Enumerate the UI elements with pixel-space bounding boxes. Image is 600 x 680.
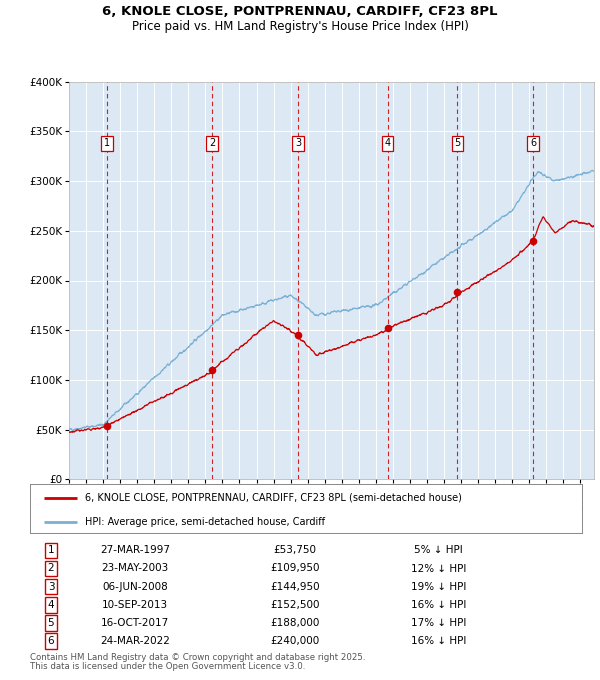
Text: Price paid vs. HM Land Registry's House Price Index (HPI): Price paid vs. HM Land Registry's House … (131, 20, 469, 33)
Text: 4: 4 (385, 138, 391, 148)
Text: 1: 1 (47, 545, 54, 556)
Text: 23-MAY-2003: 23-MAY-2003 (101, 564, 169, 573)
Text: 2: 2 (209, 138, 215, 148)
Text: 10-SEP-2013: 10-SEP-2013 (102, 600, 168, 609)
Text: 16% ↓ HPI: 16% ↓ HPI (411, 636, 466, 646)
Text: 6: 6 (530, 138, 536, 148)
Text: This data is licensed under the Open Government Licence v3.0.: This data is licensed under the Open Gov… (30, 662, 305, 671)
Text: HPI: Average price, semi-detached house, Cardiff: HPI: Average price, semi-detached house,… (85, 517, 325, 528)
Text: 16-OCT-2017: 16-OCT-2017 (101, 617, 169, 628)
Text: £152,500: £152,500 (270, 600, 320, 609)
Text: 4: 4 (47, 600, 54, 609)
Text: 17% ↓ HPI: 17% ↓ HPI (411, 617, 466, 628)
Text: 2: 2 (47, 564, 54, 573)
Text: £53,750: £53,750 (274, 545, 316, 556)
Text: 19% ↓ HPI: 19% ↓ HPI (411, 581, 466, 592)
Text: £144,950: £144,950 (270, 581, 320, 592)
Text: Contains HM Land Registry data © Crown copyright and database right 2025.: Contains HM Land Registry data © Crown c… (30, 653, 365, 662)
Text: 6, KNOLE CLOSE, PONTPRENNAU, CARDIFF, CF23 8PL: 6, KNOLE CLOSE, PONTPRENNAU, CARDIFF, CF… (102, 5, 498, 18)
Text: 3: 3 (47, 581, 54, 592)
Text: 3: 3 (295, 138, 301, 148)
Text: 5% ↓ HPI: 5% ↓ HPI (414, 545, 463, 556)
Text: £188,000: £188,000 (270, 617, 320, 628)
Text: 24-MAR-2022: 24-MAR-2022 (100, 636, 170, 646)
Text: 1: 1 (104, 138, 110, 148)
Text: £240,000: £240,000 (271, 636, 320, 646)
Text: 6, KNOLE CLOSE, PONTPRENNAU, CARDIFF, CF23 8PL (semi-detached house): 6, KNOLE CLOSE, PONTPRENNAU, CARDIFF, CF… (85, 493, 462, 503)
Text: 5: 5 (47, 617, 54, 628)
Text: 27-MAR-1997: 27-MAR-1997 (100, 545, 170, 556)
Text: 6: 6 (47, 636, 54, 646)
Text: £109,950: £109,950 (270, 564, 320, 573)
Text: 16% ↓ HPI: 16% ↓ HPI (411, 600, 466, 609)
Text: 12% ↓ HPI: 12% ↓ HPI (411, 564, 466, 573)
Text: 06-JUN-2008: 06-JUN-2008 (102, 581, 168, 592)
Text: 5: 5 (454, 138, 461, 148)
